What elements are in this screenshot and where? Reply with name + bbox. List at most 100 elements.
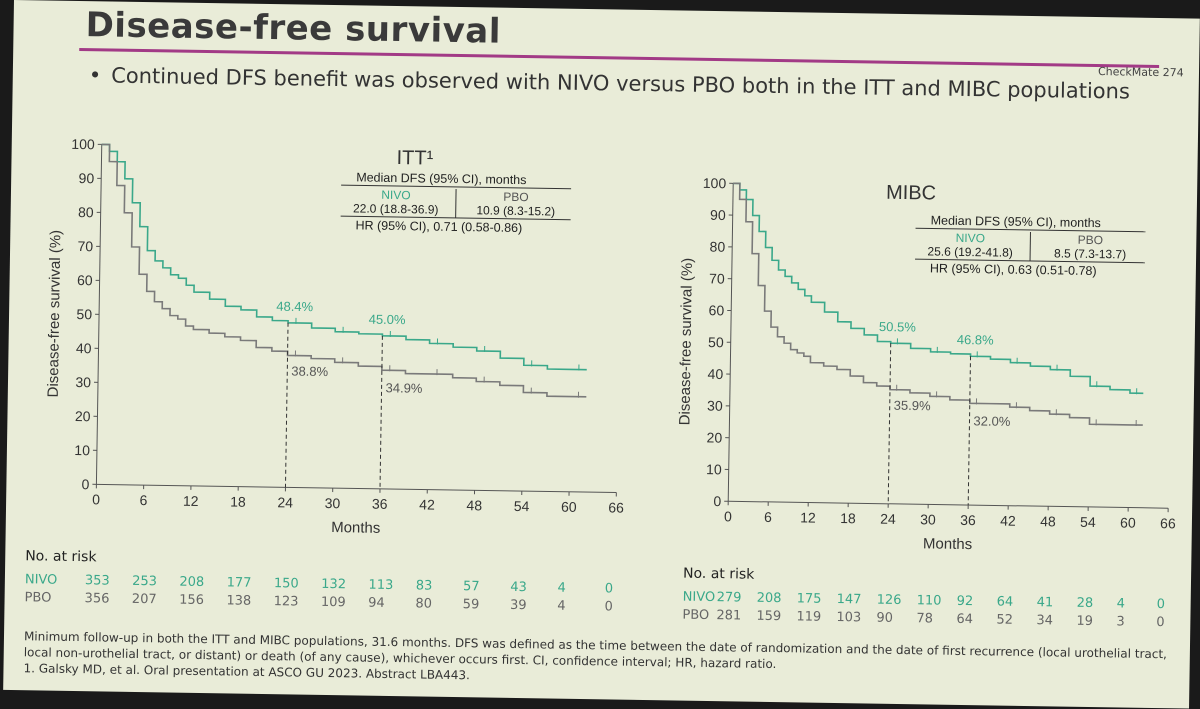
chart-title: ITT¹: [396, 147, 433, 170]
at-risk-value: 156: [179, 593, 204, 608]
hazard-ratio: HR (95% CI), 0.71 (0.58-0.86): [355, 218, 522, 235]
x-tick-label: 24: [880, 511, 896, 527]
at-risk-value: 83: [416, 578, 433, 593]
at-risk-value: 28: [1077, 596, 1094, 611]
x-tick-label: 36: [372, 496, 388, 512]
x-axis-label: Months: [331, 519, 380, 537]
reference-line-24: [285, 323, 288, 488]
x-tick-label: 30: [920, 511, 936, 527]
x-tick-label: 18: [230, 493, 246, 509]
at-risk-value: 138: [226, 593, 251, 608]
x-tick-label: 30: [325, 495, 341, 511]
x-tick-label: 48: [1040, 513, 1056, 529]
at-risk-value: 279: [717, 590, 742, 605]
at-risk-value: 41: [1037, 595, 1054, 610]
x-tick-label: 48: [466, 497, 482, 513]
at-risk-value: 0: [1157, 597, 1166, 612]
at-risk-value: 52: [996, 613, 1013, 628]
y-tick-label: 0: [713, 493, 721, 509]
x-tick-label: 60: [561, 499, 577, 515]
at-risk-label-pbo: PBO: [682, 608, 709, 623]
at-risk-value: 103: [836, 610, 861, 625]
median-nivo-value: 22.0 (18.8-36.9): [353, 201, 439, 216]
at-risk-label-nivo: NIVO: [25, 572, 58, 588]
annotation-pbo-36: 32.0%: [973, 413, 1011, 429]
at-risk-value: 64: [956, 612, 973, 627]
at-risk-value: 43: [510, 580, 527, 595]
annotation-nivo-24: 48.4%: [276, 299, 314, 315]
at-risk-value: 126: [877, 593, 902, 608]
annotation-pbo-36: 34.9%: [385, 380, 423, 396]
y-tick-label: 30: [707, 398, 723, 414]
at-risk-value: 208: [179, 575, 204, 590]
at-risk-value: 119: [796, 609, 821, 624]
y-tick-label: 10: [706, 461, 722, 477]
at-risk-value: 4: [557, 581, 566, 596]
x-tick-label: 24: [277, 494, 293, 510]
footnote: Minimum follow-up in both the ITT and MI…: [23, 628, 1174, 694]
at-risk-value: 64: [997, 595, 1014, 610]
chart-title: MIBC: [886, 182, 936, 205]
at-risk-value: 150: [274, 576, 299, 591]
at-risk-value: 94: [368, 596, 385, 611]
at-risk-value: 353: [85, 573, 110, 588]
at-risk-value: 147: [837, 592, 862, 607]
at-risk-value: 39: [510, 598, 527, 613]
at-risk-value: 0: [605, 581, 614, 596]
y-tick-label: 60: [77, 272, 93, 288]
annotation-pbo-24: 35.9%: [894, 398, 932, 414]
reference-line-36: [380, 336, 382, 489]
x-tick-label: 54: [1080, 514, 1096, 530]
y-tick-label: 20: [75, 408, 91, 424]
x-tick-label: 6: [764, 509, 772, 525]
y-tick-label: 40: [76, 340, 92, 356]
x-axis-line: [96, 484, 616, 492]
y-tick-label: 100: [71, 136, 95, 152]
annotation-nivo-36: 46.8%: [957, 332, 995, 348]
y-tick-label: 20: [707, 429, 723, 445]
x-tick-label: 54: [514, 498, 530, 514]
y-axis-label: Disease-free survival (%): [45, 230, 65, 398]
at-risk-label-nivo: NIVO: [683, 590, 716, 606]
x-tick-label: 0: [724, 508, 732, 524]
median-table-header: Median DFS (95% CI), months: [356, 170, 526, 187]
y-tick-label: 80: [78, 204, 94, 220]
median-nivo-value: 25.6 (19.2-41.8): [927, 244, 1013, 259]
y-tick-label: 70: [77, 238, 93, 254]
x-tick-label: 42: [419, 496, 435, 512]
at-risk-value: 207: [132, 592, 157, 607]
x-tick-label: 12: [183, 493, 199, 509]
at-risk-value: 3: [1116, 614, 1125, 629]
y-tick-label: 80: [710, 239, 726, 255]
median-pbo-label: PBO: [1078, 233, 1104, 247]
at-risk-value: 34: [1036, 613, 1053, 628]
median-table-header: Median DFS (95% CI), months: [931, 213, 1101, 230]
x-tick-label: 66: [1160, 515, 1176, 531]
y-tick-label: 50: [76, 306, 92, 322]
at-risk-value: 4: [557, 599, 566, 614]
annotation-nivo-24: 50.5%: [879, 319, 917, 335]
reference-line-36: [968, 356, 970, 505]
x-tick-label: 0: [92, 491, 100, 507]
y-tick-label: 10: [74, 442, 90, 458]
at-risk-value: 281: [716, 608, 741, 623]
y-tick-label: 40: [708, 366, 724, 382]
at-risk-value: 253: [132, 574, 157, 589]
x-tick-label: 36: [960, 512, 976, 528]
at-risk-value: 90: [876, 611, 893, 626]
x-tick-label: 60: [1120, 514, 1136, 530]
at-risk-title: No. at risk: [25, 548, 97, 565]
x-axis-line: [728, 501, 1168, 508]
annotation-nivo-36: 45.0%: [369, 312, 407, 328]
y-axis-label: Disease-free survival (%): [676, 258, 696, 426]
x-tick-label: 42: [1000, 513, 1016, 529]
at-risk-value: 208: [757, 591, 782, 606]
at-risk-value: 110: [917, 593, 942, 608]
median-pbo-value: 10.9 (8.3-15.2): [476, 203, 555, 218]
median-pbo-label: PBO: [503, 190, 529, 204]
x-tick-label: 6: [139, 492, 147, 508]
at-risk-value: 113: [368, 578, 393, 593]
at-risk-label-pbo: PBO: [24, 590, 51, 605]
slide: Disease-free survival CheckMate 274 •Con…: [3, 0, 1200, 709]
y-tick-label: 70: [709, 270, 725, 286]
